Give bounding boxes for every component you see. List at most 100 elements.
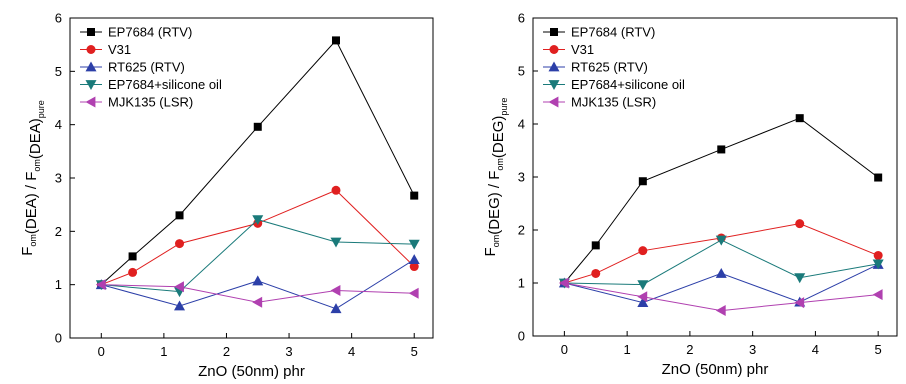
data-point [252, 215, 264, 226]
y-tick-label: 5 [518, 64, 525, 79]
x-tick-label: 3 [285, 344, 292, 359]
data-point [409, 262, 419, 272]
series-line [100, 39, 415, 286]
data-point [174, 281, 184, 293]
data-point [330, 303, 342, 314]
data-point [252, 275, 264, 286]
legend-swatch-marker [85, 61, 97, 72]
y-axis-label-text: (DEG) [490, 116, 507, 159]
series-5 [558, 277, 883, 317]
data-point [637, 291, 648, 303]
data-point [637, 280, 649, 291]
y-tick-label: 2 [55, 224, 62, 239]
data-point [794, 297, 805, 309]
data-point [638, 246, 648, 256]
y-tick-label: 4 [55, 117, 62, 132]
data-point [715, 305, 726, 317]
y-tick-label: 0 [518, 329, 525, 344]
data-point [408, 239, 420, 250]
data-point [795, 114, 804, 123]
data-point [175, 239, 185, 249]
data-point [331, 36, 340, 45]
data-point [408, 254, 420, 264]
y-tick-label: 4 [518, 117, 525, 132]
data-point [591, 268, 601, 278]
legend-swatch-marker [550, 28, 558, 36]
data-point [794, 273, 806, 284]
data-point [715, 235, 727, 246]
data-point [174, 300, 186, 311]
series-5 [95, 279, 419, 308]
legend-entry-label: MJK135 (LSR) [571, 95, 656, 110]
x-tick-label: 0 [561, 342, 568, 357]
legend-swatch-marker [86, 45, 96, 54]
legend-swatch-marker [87, 28, 95, 36]
y-tick-label: 6 [55, 11, 62, 26]
y-tick-label: 1 [55, 277, 62, 292]
legend: EP7684 (RTV) V31 RT625 (RTV) EP7684+silicon… [543, 25, 685, 110]
x-tick-label: 2 [686, 342, 693, 357]
y-axis-label-subscript: om [32, 159, 42, 172]
data-point [872, 259, 884, 270]
data-point [95, 279, 106, 291]
data-point [872, 289, 883, 301]
data-point [795, 219, 805, 229]
y-axis-label-subscript: pure [36, 100, 46, 118]
data-point [717, 145, 726, 154]
series-line [564, 239, 879, 286]
y-axis-label: Fom(DEG) / Fom(DEG)pure [482, 98, 509, 257]
y-axis-label-subscript: om [495, 158, 505, 171]
series-4 [558, 235, 884, 291]
series-1 [560, 114, 883, 287]
data-point [591, 241, 600, 250]
y-tick-label: 3 [55, 171, 62, 186]
legend-entry-label: MJK135 (LSR) [108, 95, 193, 110]
legend-entry-label: EP7684+silicone oil [571, 77, 685, 92]
legend-entry-label: V31 [571, 42, 594, 57]
x-tick-label: 1 [160, 344, 167, 359]
legend-entry-label: EP7684+silicone oil [108, 77, 222, 92]
x-tick-label: 0 [98, 344, 105, 359]
data-point [638, 177, 647, 186]
data-point [128, 252, 137, 261]
data-point [252, 296, 263, 308]
x-tick-label: 4 [348, 344, 355, 359]
data-point [873, 250, 883, 260]
y-tick-label: 2 [518, 223, 525, 238]
legend-entry-label: RT625 (RTV) [571, 60, 648, 75]
y-tick-label: 1 [518, 276, 525, 291]
legend: EP7684 (RTV) V31 RT625 (RTV) EP7684+silicon… [80, 25, 222, 110]
y-tick-label: 6 [518, 11, 525, 26]
y-axis-label-subscript: om [491, 235, 501, 248]
x-axis-label: ZnO (50nm) phr [662, 361, 769, 378]
y-axis-label-text: F [19, 247, 36, 256]
series-line [563, 117, 879, 284]
data-point [331, 185, 341, 195]
y-axis-label: Fom(DEA) / Fom(DEA)pure [19, 100, 46, 256]
data-point [408, 287, 419, 299]
legend-swatch-marker [85, 80, 97, 90]
x-axis-label: ZnO (50nm) phr [198, 363, 305, 380]
legend-swatch-marker [85, 96, 96, 108]
legend-swatch-marker [549, 45, 559, 54]
legend-swatch-marker [548, 61, 560, 72]
x-tick-label: 1 [624, 342, 631, 357]
x-tick-label: 5 [411, 344, 418, 359]
y-axis-label-text: (DEA) / F [23, 172, 40, 235]
x-tick-label: 5 [875, 342, 882, 357]
chart-panel-1: 0 1 2 3 4 5 6 0 1 2 3 4 5 ZnO (50nm) phr Fom(DEA) / Fo… [19, 11, 434, 380]
y-axis-label-text: (DEG) / F [486, 171, 503, 235]
series-3 [558, 258, 884, 308]
x-tick-label: 4 [812, 342, 819, 357]
y-tick-label: 3 [518, 170, 525, 185]
legend-entry-label: RT625 (RTV) [108, 60, 185, 75]
data-point [330, 237, 342, 248]
data-point [637, 297, 649, 308]
data-point [874, 173, 883, 182]
series-line [564, 223, 879, 284]
y-tick-label: 0 [55, 331, 62, 346]
data-point [128, 267, 138, 277]
data-point [410, 191, 419, 200]
x-tick-label: 3 [749, 342, 756, 357]
